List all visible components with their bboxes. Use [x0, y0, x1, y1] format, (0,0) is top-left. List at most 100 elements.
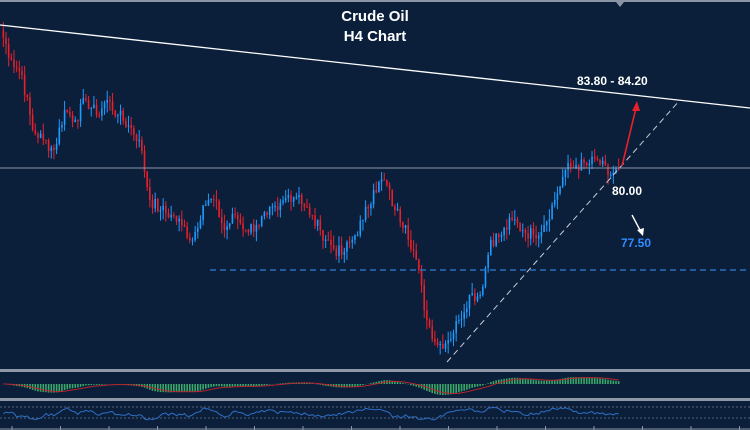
candle-body: [106, 99, 109, 103]
candle-body: [428, 320, 431, 327]
candle-body: [183, 225, 186, 227]
candle-body: [346, 242, 348, 252]
candle-body: [551, 204, 553, 220]
candle-body: [479, 294, 481, 297]
candle-body: [178, 218, 180, 222]
candle-body: [188, 237, 191, 241]
candle-body: [215, 199, 218, 201]
target-up-label: 83.80 - 84.20: [577, 74, 648, 88]
candle-body: [234, 213, 236, 215]
candle-body: [258, 225, 260, 227]
candle-body: [154, 198, 156, 209]
candle-body: [109, 99, 111, 102]
candle-body: [79, 103, 82, 122]
down-arrow-icon: [637, 228, 644, 236]
candle-body: [287, 194, 290, 198]
candle-body: [450, 339, 452, 341]
candle-body: [418, 259, 420, 271]
target-down-label: 77.50: [621, 236, 652, 250]
candle-body: [497, 233, 500, 237]
candle-body: [359, 220, 362, 236]
candle-body: [466, 308, 468, 313]
candle-body: [367, 206, 370, 209]
candle-body: [537, 236, 540, 239]
candle-body: [559, 186, 561, 194]
candle-body: [540, 232, 543, 237]
candle-body: [380, 179, 383, 182]
candle-body: [516, 219, 519, 223]
candle-body: [585, 162, 588, 166]
candle-body: [434, 339, 436, 342]
candle-body: [588, 163, 591, 166]
candle-body: [101, 108, 103, 116]
candle-body: [580, 159, 583, 171]
candle-body: [487, 254, 489, 268]
candle-body: [162, 205, 164, 211]
candle-body: [561, 176, 564, 187]
candle-body: [468, 294, 471, 309]
candle-body: [354, 235, 356, 240]
candle-body: [199, 220, 202, 229]
candle-body: [37, 133, 39, 139]
candle-body: [476, 296, 479, 301]
candle-body: [490, 239, 492, 255]
candle-body: [31, 115, 34, 131]
candle-body: [617, 168, 620, 171]
candle-body: [386, 179, 388, 186]
candle-body: [127, 125, 130, 127]
candle-body: [71, 115, 74, 123]
candle-body: [303, 203, 306, 207]
candle-body: [615, 168, 617, 173]
candle-body: [119, 110, 122, 115]
candle-body: [330, 240, 332, 246]
candle-body: [535, 234, 537, 239]
candle-body: [290, 194, 292, 202]
candle-body: [596, 158, 599, 160]
candle-body: [391, 189, 394, 207]
candle-body: [404, 225, 407, 228]
candle-body: [55, 143, 58, 151]
candle-body: [167, 212, 170, 218]
candle-body: [431, 326, 434, 340]
pivot-label: 80.00: [612, 184, 643, 198]
macd-signal-line: [3, 377, 619, 394]
macd-panel-separator: [0, 369, 750, 372]
candle-body: [74, 119, 77, 123]
candle-body: [410, 239, 412, 250]
candle-body: [553, 199, 556, 205]
candle-body: [207, 199, 210, 206]
candle-body: [276, 206, 279, 211]
rsi-line: [3, 406, 619, 421]
candle-body: [157, 198, 159, 212]
candle-body: [13, 59, 15, 68]
candle-body: [98, 114, 101, 116]
candle-body: [295, 196, 298, 198]
candle-body: [607, 165, 609, 175]
candle-body: [63, 110, 66, 125]
candle-body: [117, 114, 119, 116]
candle-body: [244, 229, 247, 231]
candle-body: [130, 125, 132, 129]
candle-body: [220, 217, 223, 224]
candle-body: [242, 223, 244, 230]
candle-body: [556, 193, 559, 200]
candle-body: [593, 156, 596, 159]
candle-body: [165, 205, 167, 213]
candle-body: [274, 206, 276, 208]
candle-body: [335, 248, 338, 256]
candle-body: [138, 139, 140, 142]
candle-body: [532, 228, 535, 235]
candle-body: [90, 108, 93, 110]
candle-body: [460, 319, 463, 321]
candle-body: [521, 230, 524, 232]
candle-body: [204, 205, 207, 207]
candle-body: [66, 110, 69, 112]
candle-body: [548, 219, 551, 222]
candle-body: [146, 171, 148, 187]
candle-body: [45, 139, 47, 141]
candle-body: [474, 293, 476, 301]
candle-body: [351, 239, 354, 243]
candle-body: [348, 242, 351, 244]
candle-body: [210, 199, 212, 201]
